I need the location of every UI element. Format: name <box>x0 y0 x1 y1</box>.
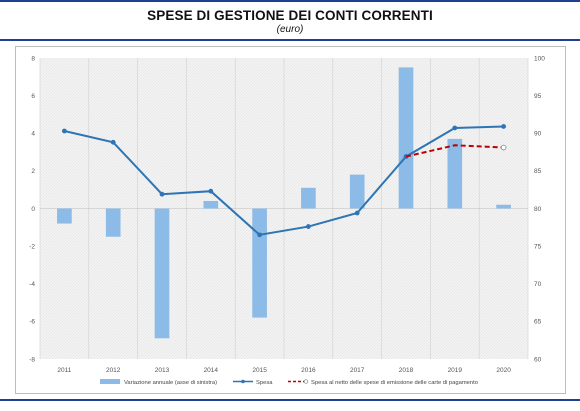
y-left-tick-label: 6 <box>31 93 35 100</box>
bar-2013 <box>154 208 170 339</box>
y-right-tick-label: 90 <box>534 131 542 138</box>
y-right-tick-label: 100 <box>534 55 545 62</box>
bar-2019 <box>447 138 463 209</box>
line-series <box>62 124 507 238</box>
netto-line <box>405 144 504 158</box>
bar-series <box>57 67 511 339</box>
y-left-tick-label: 2 <box>31 168 35 175</box>
netto-point-2020 <box>500 144 507 151</box>
title-rule <box>0 39 580 41</box>
spesa-point-2014 <box>208 188 214 194</box>
x-tick-label: 2011 <box>57 367 71 374</box>
top-rule <box>0 0 580 2</box>
legend-label-netto: Spesa al netto delle spese di emissione … <box>311 380 478 386</box>
x-tick-label: 2018 <box>399 367 414 374</box>
x-tick-label: 2017 <box>350 367 365 374</box>
y-right-tick-label: 60 <box>534 356 542 363</box>
bar-2015 <box>252 208 267 318</box>
legend-netto-marker <box>303 379 309 384</box>
gridlines <box>39 58 529 359</box>
legend: Variazione annuale (asse di sinistra) Spe… <box>100 379 478 386</box>
x-tick-label: 2019 <box>448 367 463 374</box>
spesa-point-2012 <box>110 139 116 145</box>
y-left-tick-label: -2 <box>29 243 35 250</box>
spesa-line <box>64 125 504 236</box>
axis-labels: 8 6 4 2 0 -2 -4 -6 -8 100 95 90 85 80 75 70 65 60 2011 2012… <box>29 55 545 374</box>
bar-2020 <box>496 204 511 209</box>
x-tick-label: 2014 <box>204 367 219 374</box>
spesa-point-2011 <box>62 128 67 134</box>
bar-2018 <box>398 67 414 209</box>
bar-2012 <box>105 208 121 237</box>
y-left-tick-label: -8 <box>29 356 35 363</box>
y-left-tick-label: -6 <box>29 319 35 326</box>
chart-subtitle: (euro) <box>276 24 304 35</box>
x-tick-label: 2016 <box>301 367 316 374</box>
legend-bar-swatch <box>100 379 120 384</box>
y-right-tick-label: 80 <box>534 206 542 213</box>
bar-2016 <box>301 187 316 209</box>
y-right-tick-label: 95 <box>534 93 542 100</box>
chart-frame <box>15 46 566 394</box>
bar-2011 <box>57 208 72 224</box>
y-right-tick-label: 65 <box>534 319 542 326</box>
x-tick-label: 2020 <box>496 367 511 374</box>
x-tick-label: 2015 <box>252 367 267 374</box>
y-right-tick-label: 75 <box>534 243 542 250</box>
spesa-point-2019 <box>452 125 458 131</box>
y-right-tick-label: 70 <box>534 281 542 288</box>
bar-2017 <box>349 174 365 209</box>
x-tick-label: 2013 <box>155 367 170 374</box>
x-tick-label: 2012 <box>106 367 121 374</box>
spesa-point-2020 <box>501 124 506 129</box>
spesa-point-2013 <box>159 191 165 197</box>
spesa-point-2015 <box>257 232 262 238</box>
y-left-tick-label: -4 <box>29 281 35 288</box>
spesa-point-2017 <box>354 210 360 216</box>
legend-label-variazione: Variazione annuale (asse di sinistra) <box>124 380 217 386</box>
y-left-tick-label: 8 <box>31 55 35 62</box>
y-right-tick-label: 85 <box>534 168 542 175</box>
spesa-point-2016 <box>306 224 311 229</box>
y-left-tick-label: 4 <box>31 131 35 138</box>
legend-spesa-marker <box>241 379 245 384</box>
bar-2014 <box>203 200 219 209</box>
chart-title: SPESE DI GESTIONE DEI CONTI CORRENTI <box>147 8 433 23</box>
bottom-rule <box>0 399 580 401</box>
y-left-tick-label: 0 <box>31 206 35 213</box>
legend-label-spesa: Spesa <box>256 380 273 386</box>
